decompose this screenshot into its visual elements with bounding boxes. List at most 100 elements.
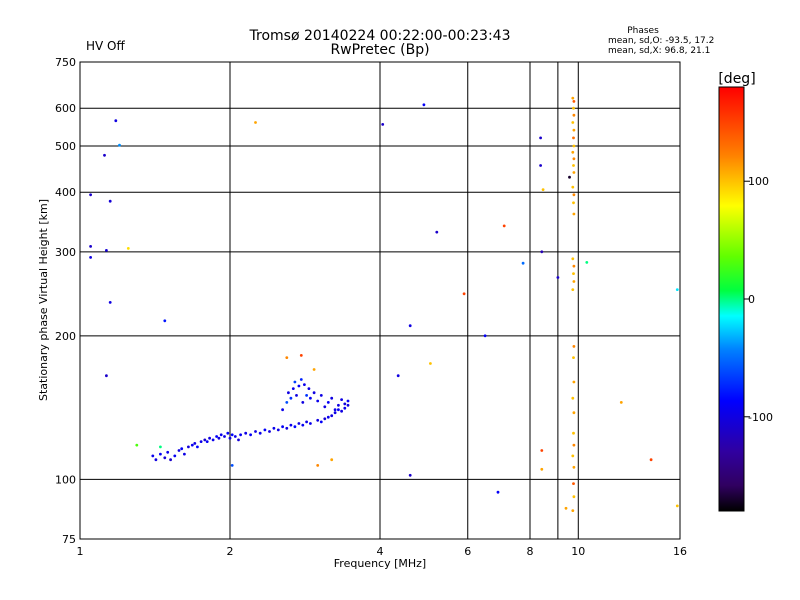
data-point (135, 443, 139, 447)
data-point (343, 406, 347, 410)
data-point (159, 452, 162, 456)
data-point (346, 403, 350, 407)
data-point (572, 193, 576, 197)
data-point (193, 442, 197, 445)
data-point (295, 394, 298, 397)
data-point (217, 436, 221, 440)
data-point (571, 509, 575, 512)
stats-x-mode: mean, sd,X: 96.8, 21.1 (608, 46, 710, 56)
data-point (572, 144, 576, 148)
data-point (297, 422, 301, 425)
x-axis-label: Frequency [MHz] (334, 557, 426, 570)
data-point (105, 249, 108, 252)
data-point (319, 394, 323, 397)
data-point (281, 408, 284, 412)
data-point (619, 401, 623, 404)
data-point (285, 426, 289, 430)
y-tick-label: 75 (62, 533, 76, 546)
data-point (541, 188, 545, 192)
data-point (89, 193, 92, 197)
y-tick-label: 600 (55, 102, 76, 115)
data-point (223, 435, 226, 438)
data-point (572, 113, 576, 117)
data-point (572, 465, 576, 469)
data-point (289, 396, 293, 400)
data-point (333, 411, 337, 415)
data-point (571, 396, 575, 400)
data-point (483, 334, 487, 338)
data-point (435, 230, 439, 234)
y-tick-label: 400 (55, 186, 76, 199)
y-tick-label: 300 (55, 246, 76, 259)
data-point (316, 418, 320, 422)
data-point (291, 387, 295, 390)
data-point (572, 380, 576, 384)
data-point (263, 428, 267, 432)
data-point (343, 402, 347, 406)
data-point (237, 438, 240, 442)
data-point (285, 401, 289, 404)
data-point (307, 387, 311, 390)
data-point (540, 250, 544, 254)
data-point (572, 136, 575, 140)
data-point (299, 378, 303, 381)
colorbar (718, 86, 745, 512)
data-point (540, 449, 544, 452)
data-point (539, 136, 542, 140)
x-tick-label: 16 (673, 545, 687, 558)
data-point (151, 454, 155, 458)
data-point (572, 164, 575, 167)
data-point (254, 121, 257, 124)
plot-frame (79, 61, 681, 540)
x-tick-label: 10 (571, 545, 585, 558)
data-point (89, 245, 92, 248)
x-tick-label: 1 (77, 545, 84, 558)
data-point (521, 261, 525, 265)
x-tick-label: 8 (527, 545, 534, 558)
data-point (316, 399, 320, 403)
data-point (422, 103, 426, 107)
data-point (114, 119, 118, 123)
data-point (572, 264, 576, 268)
x-tick-label: 6 (464, 545, 471, 558)
data-point (173, 454, 177, 458)
x-tick-label: 2 (227, 545, 234, 558)
data-point (196, 445, 199, 449)
data-point (571, 257, 575, 261)
data-point (159, 445, 162, 449)
stats-o-mode: mean, sd,O: -93.5, 17.2 (608, 36, 714, 46)
data-point (496, 490, 500, 494)
data-point (205, 440, 209, 443)
data-point (330, 414, 334, 418)
data-point (312, 391, 316, 395)
data-point (208, 436, 212, 440)
y-axis-ticks: 75 100 200 300 400 500 600 750 (55, 56, 76, 546)
data-point (293, 380, 297, 384)
data-point (89, 256, 92, 259)
data-point (239, 433, 243, 437)
data-point (572, 272, 575, 275)
data-point (568, 175, 571, 179)
y-tick-label: 500 (55, 140, 76, 153)
data-point (572, 100, 576, 103)
data-point (571, 150, 575, 154)
data-point (166, 450, 170, 454)
hv-status: HV Off (86, 39, 125, 53)
data-point (326, 415, 330, 419)
grid-lines (80, 62, 680, 539)
x-axis-ticks: 1 2 4 6 8 10 16 (77, 545, 688, 558)
data-point (268, 430, 271, 433)
data-point (154, 458, 158, 462)
stats-heading: Phases (627, 26, 659, 36)
data-point (572, 157, 576, 161)
data-point (502, 224, 506, 228)
data-point (571, 185, 575, 189)
data-point (118, 143, 121, 147)
data-point (272, 426, 276, 430)
data-point (230, 464, 234, 467)
data-point (571, 121, 575, 124)
data-point (340, 409, 343, 413)
data-point (571, 96, 575, 100)
data-point (215, 435, 219, 438)
